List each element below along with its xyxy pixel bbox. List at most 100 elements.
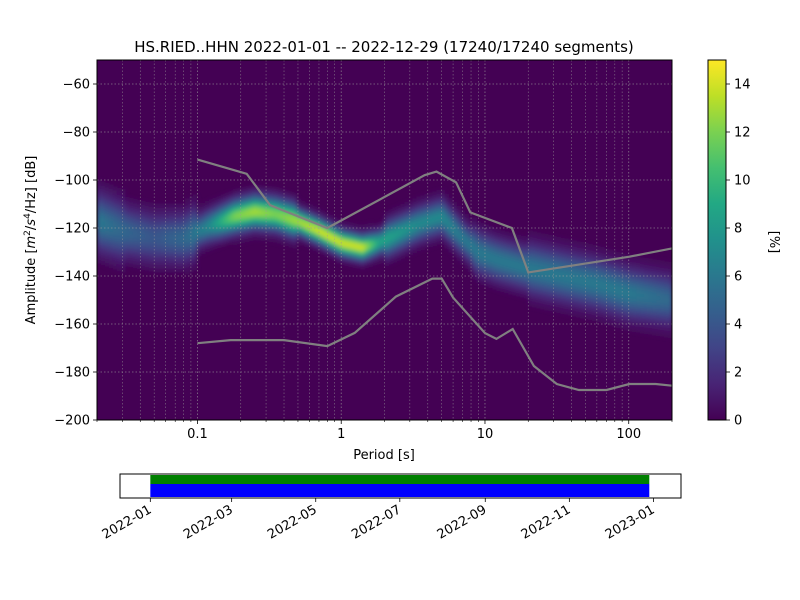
density-cell: [432, 230, 438, 236]
density-cell: [264, 187, 270, 192]
density-cell: [548, 263, 553, 269]
density-cell: [560, 241, 565, 246]
density-cell: [640, 271, 645, 276]
density-cell: [552, 253, 557, 259]
density-cell: [668, 290, 672, 295]
density-cell: [556, 272, 561, 278]
density-cell: [468, 217, 473, 222]
density-cell: [468, 235, 473, 240]
density-cell: [484, 282, 489, 287]
density-cell: [232, 190, 238, 195]
density-cell: [644, 290, 649, 295]
density-cell: [660, 278, 665, 283]
density-cell: [256, 204, 262, 209]
density-cell: [184, 248, 190, 253]
density-cell: [148, 231, 154, 236]
density-cell: [300, 226, 306, 231]
density-cell: [120, 217, 126, 223]
density-cell: [640, 314, 645, 320]
density-cell: [660, 274, 665, 280]
density-cell: [572, 240, 577, 245]
density-cell: [104, 215, 110, 220]
density-cell: [620, 267, 625, 272]
density-cell: [484, 235, 489, 240]
density-cell: [288, 225, 294, 230]
density-cell: [668, 305, 672, 310]
density-cell: [384, 232, 390, 238]
density-cell: [172, 207, 178, 212]
density-cell: [548, 303, 553, 308]
density-cell: [500, 230, 505, 235]
density-cell: [392, 214, 398, 220]
density-cell: [512, 244, 517, 249]
density-cell: [560, 291, 565, 296]
density-cell: [432, 202, 438, 207]
density-cell: [524, 287, 529, 292]
density-cell: [568, 257, 573, 262]
density-cell: [216, 239, 222, 244]
density-cell: [544, 248, 549, 253]
density-cell: [576, 298, 581, 304]
density-cell: [176, 268, 182, 273]
density-cell: [384, 258, 390, 263]
density-cell: [620, 263, 625, 268]
density-cell: [444, 229, 449, 235]
density-cell: [100, 224, 106, 230]
density-cell: [520, 279, 525, 284]
density-cell: [516, 267, 521, 272]
density-cell: [372, 235, 378, 241]
density-cell: [332, 220, 338, 225]
density-cell: [588, 283, 593, 288]
density-cell: [340, 249, 346, 254]
density-cell: [188, 210, 194, 215]
density-cell: [544, 284, 549, 289]
density-cell: [608, 253, 613, 258]
density-cell: [100, 181, 106, 186]
density-cell: [440, 211, 445, 216]
density-cell: [656, 263, 661, 268]
density-cell: [640, 286, 645, 291]
density-cell: [128, 230, 134, 235]
density-cell: [564, 274, 569, 279]
density-cell: [100, 253, 106, 258]
density-cell: [556, 276, 561, 281]
density-cell: [304, 224, 310, 229]
density-cell: [192, 244, 198, 250]
density-cell: [540, 294, 545, 299]
density-cell: [500, 251, 505, 257]
density-cell: [612, 250, 617, 255]
density-cell: [624, 265, 629, 270]
density-cell: [168, 246, 174, 251]
density-cell: [560, 277, 565, 282]
density-cell: [580, 285, 585, 290]
density-cell: [488, 272, 493, 278]
density-cell: [164, 239, 170, 244]
density-cell: [596, 270, 601, 276]
density-cell: [352, 234, 358, 239]
density-cell: [468, 242, 473, 248]
density-cell: [536, 239, 541, 244]
density-cell: [628, 273, 633, 278]
density-cell: [588, 301, 593, 306]
density-cell: [244, 198, 250, 203]
density-cell: [544, 288, 549, 293]
density-cell: [652, 266, 657, 271]
density-cell: [220, 205, 226, 210]
density-cell: [416, 225, 422, 230]
density-cell: [460, 217, 465, 222]
density-cell: [644, 257, 649, 263]
density-cell: [260, 226, 266, 231]
density-cell: [232, 226, 238, 231]
density-cell: [284, 213, 290, 218]
density-cell: [104, 204, 110, 209]
density-cell: [580, 256, 585, 261]
density-cell: [656, 321, 661, 326]
density-cell: [600, 268, 605, 273]
density-cell: [168, 232, 174, 237]
density-cell: [616, 295, 621, 300]
density-cell: [212, 226, 218, 231]
density-cell: [608, 267, 613, 272]
density-cell: [612, 301, 617, 306]
density-cell: [412, 245, 418, 250]
density-cell: [556, 258, 561, 263]
